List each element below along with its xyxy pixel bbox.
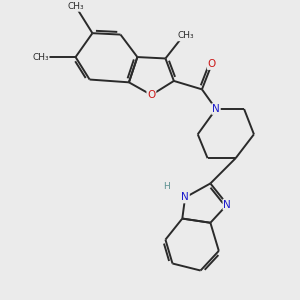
Text: CH₃: CH₃ <box>67 2 84 11</box>
Text: O: O <box>208 59 216 69</box>
Text: O: O <box>147 90 155 100</box>
Text: N: N <box>212 104 220 114</box>
Text: N: N <box>224 200 231 209</box>
Text: CH₃: CH₃ <box>32 52 49 62</box>
Text: H: H <box>164 182 170 191</box>
Text: N: N <box>181 193 189 202</box>
Text: CH₃: CH₃ <box>178 32 194 40</box>
